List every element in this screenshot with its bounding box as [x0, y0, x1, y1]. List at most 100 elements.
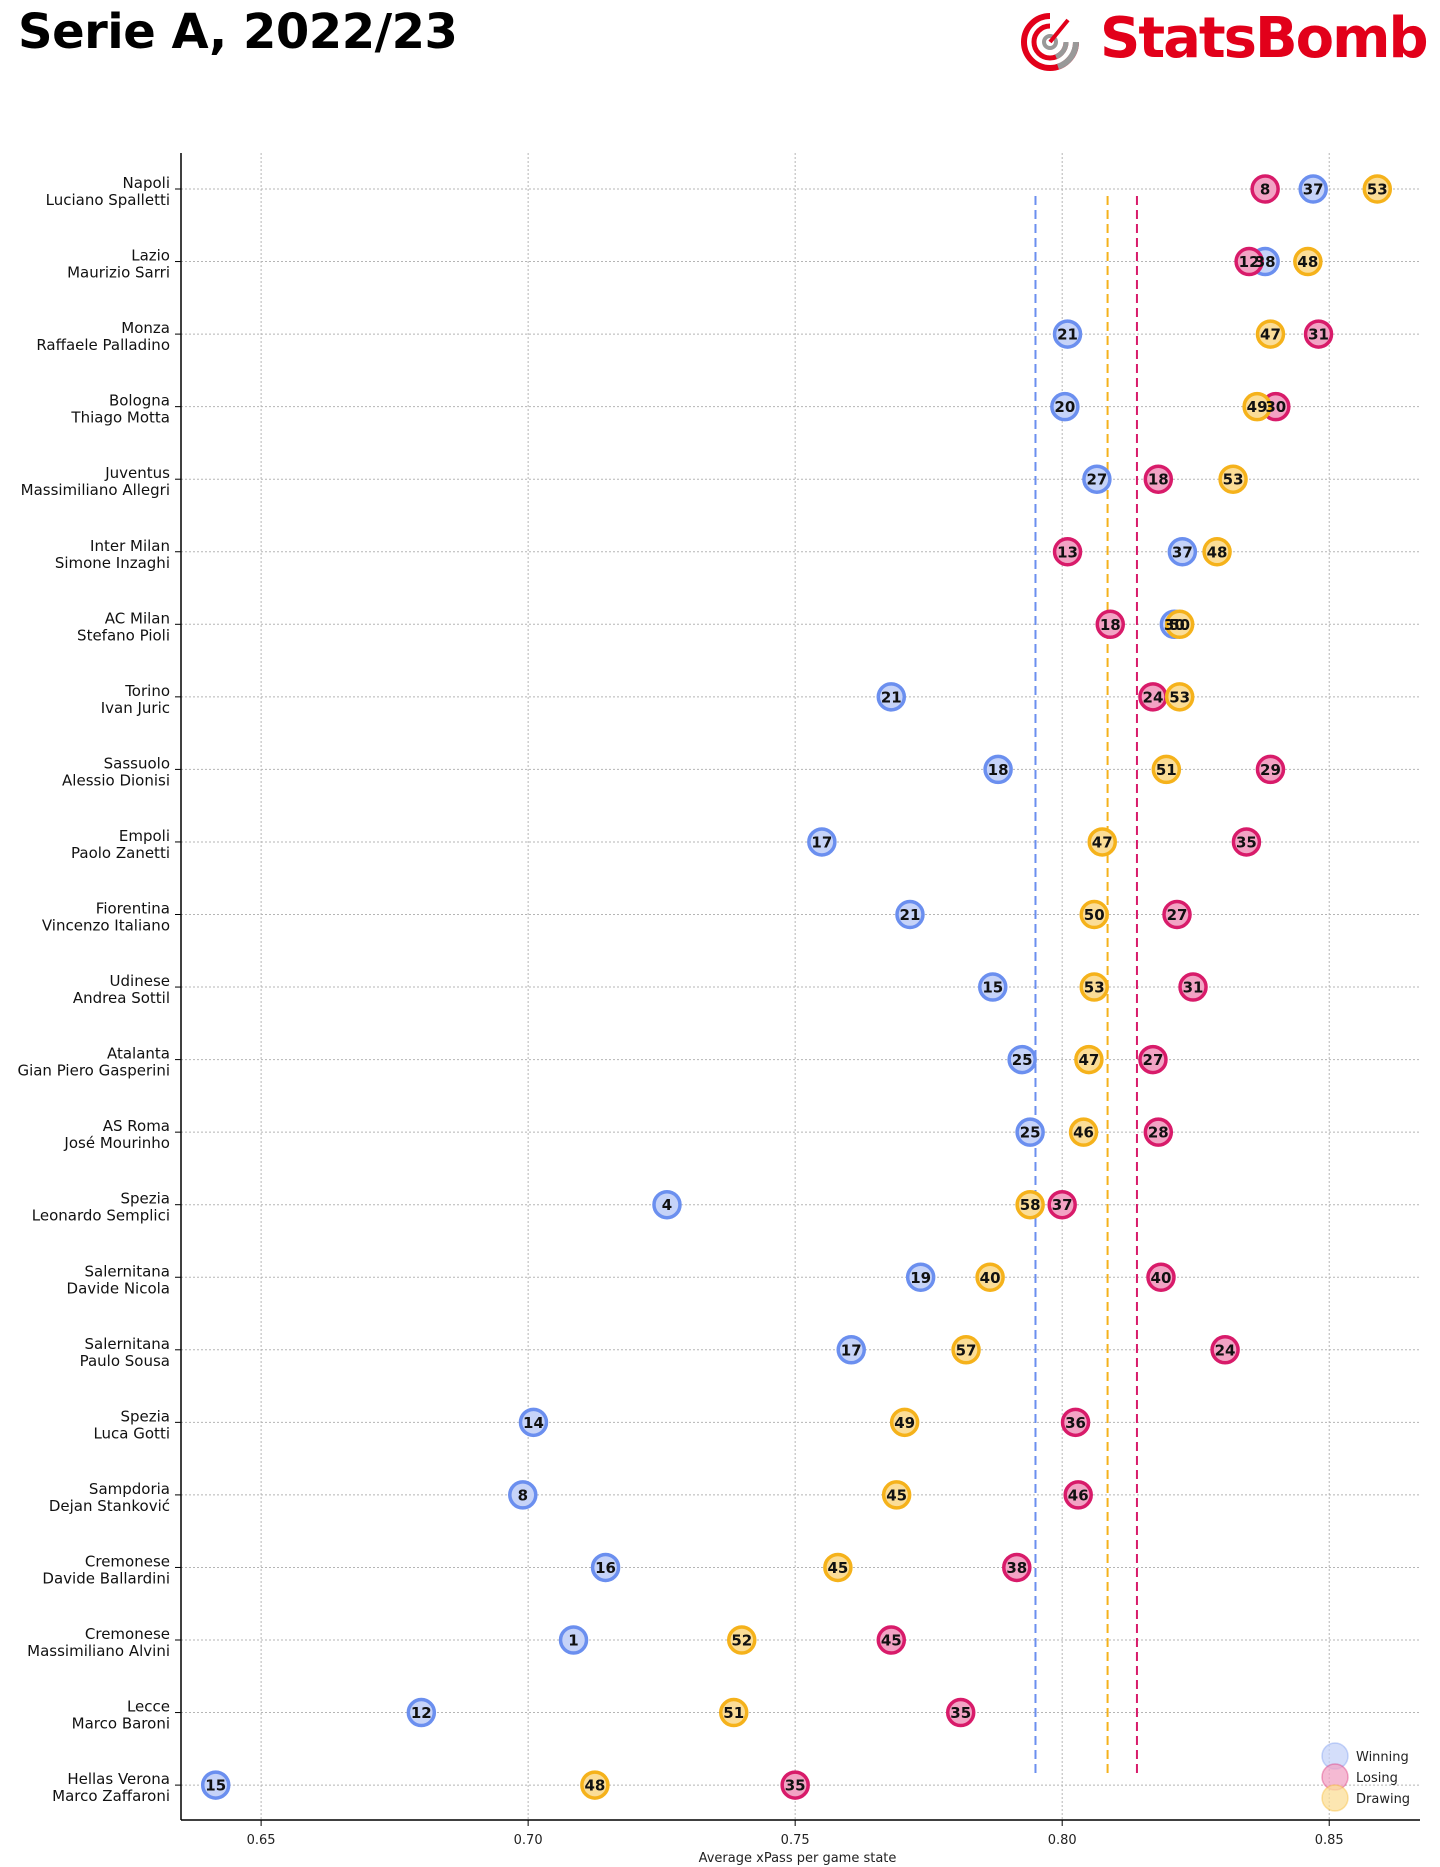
point-winning [1007, 1044, 1037, 1075]
point-label-drawing: 58 [1020, 1196, 1041, 1214]
team-label: Torino [124, 682, 170, 700]
point-label-losing: 35 [785, 1777, 806, 1795]
point-label-losing: 28 [1148, 1124, 1169, 1142]
team-label: Lecce [127, 1698, 170, 1716]
point-label-drawing: 47 [1078, 1051, 1099, 1069]
point-losing [1255, 754, 1286, 785]
point-label-losing: 35 [1236, 833, 1257, 851]
point-losing [1231, 827, 1262, 857]
point-losing [1047, 1189, 1077, 1220]
manager-label: Massimiliano Alvini [27, 1642, 170, 1660]
point-drawing [1079, 972, 1109, 1002]
point-winning [807, 827, 837, 857]
point-label-drawing: 51 [1156, 761, 1177, 779]
point-drawing [951, 1335, 981, 1365]
point-label-losing: 27 [1143, 1051, 1164, 1069]
team-label: Lazio [131, 247, 170, 265]
manager-label: Davide Nicola [67, 1279, 170, 1297]
legend-label-drawing: Drawing [1356, 1792, 1410, 1807]
point-losing [1234, 246, 1264, 277]
team-label: Cremonese [85, 1625, 170, 1643]
point-drawing [1164, 609, 1195, 640]
x-tick-label: 0.75 [781, 1833, 810, 1848]
point-label-winning: 17 [811, 833, 832, 851]
x-tick-label: 0.65 [247, 1833, 276, 1848]
point-losing [876, 1625, 907, 1655]
point-winning [1052, 319, 1083, 349]
point-winning [590, 1552, 621, 1583]
legend-label-losing: Losing [1356, 1771, 1398, 1786]
point-drawing [1242, 391, 1272, 422]
point-label-drawing: 50 [1169, 616, 1190, 634]
team-label: Udinese [110, 972, 170, 990]
point-label-winning: 4 [662, 1196, 672, 1214]
point-label-losing: 18 [1148, 471, 1169, 489]
point-label-losing: 46 [1068, 1486, 1089, 1504]
point-label-winning: 17 [841, 1341, 862, 1359]
manager-label: Davide Ballardini [42, 1569, 170, 1587]
point-label-losing: 45 [881, 1632, 902, 1650]
team-label: Salernitana [85, 1335, 170, 1353]
team-label: Sampdoria [89, 1480, 170, 1498]
point-winning [905, 1262, 936, 1292]
manager-label: Ivan Juric [101, 699, 170, 717]
point-label-drawing: 51 [723, 1704, 744, 1722]
point-label-drawing: 48 [1207, 543, 1228, 561]
team-label: Atalanta [107, 1045, 170, 1063]
point-label-drawing: 50 [1084, 906, 1105, 924]
point-label-drawing: 52 [731, 1632, 752, 1650]
manager-label: Dejan Stanković [49, 1497, 170, 1515]
team-label: AC Milan [105, 609, 170, 627]
point-label-drawing: 45 [886, 1486, 907, 1504]
point-label-winning: 21 [881, 688, 902, 706]
point-label-winning: 15 [982, 979, 1003, 997]
point-label-drawing: 49 [894, 1414, 915, 1432]
point-losing [1178, 972, 1208, 1002]
point-label-winning: 12 [411, 1704, 432, 1722]
point-winning [836, 1335, 866, 1365]
point-drawing [718, 1697, 749, 1728]
point-label-losing: 27 [1167, 906, 1188, 924]
point-label-winning: 27 [1086, 471, 1107, 489]
point-label-losing: 40 [1151, 1269, 1172, 1287]
team-label: AS Roma [103, 1117, 170, 1135]
x-tick-label: 0.85 [1315, 1833, 1344, 1848]
team-label: Cremonese [85, 1552, 170, 1570]
point-label-drawing: 48 [584, 1777, 605, 1795]
statsbomb-target-icon [1021, 13, 1079, 71]
point-drawing [1074, 1044, 1104, 1075]
point-losing [1052, 537, 1083, 567]
point-winning [406, 1697, 437, 1728]
point-label-losing: 12 [1239, 253, 1260, 271]
manager-label: Vincenzo Italiano [42, 917, 170, 935]
point-label-losing: 18 [1100, 616, 1121, 634]
point-label-winning: 25 [1012, 1051, 1033, 1069]
point-winning [983, 754, 1013, 785]
manager-label: Maurizio Sarri [67, 264, 170, 282]
manager-label: Marco Zaffaroni [52, 1787, 170, 1805]
point-drawing [727, 1625, 757, 1655]
point-losing [1250, 174, 1280, 204]
point-label-winning: 14 [523, 1414, 544, 1432]
manager-label: Alessio Dionisi [62, 771, 170, 789]
point-losing [1063, 1480, 1093, 1510]
point-losing [1303, 319, 1334, 349]
point-label-drawing: 57 [956, 1341, 977, 1359]
point-winning [876, 682, 907, 712]
team-label: Napoli [123, 174, 170, 192]
point-label-losing: 29 [1260, 761, 1281, 779]
manager-label: Andrea Sottil [73, 989, 170, 1007]
point-label-losing: 31 [1308, 326, 1329, 344]
point-label-drawing: 46 [1073, 1124, 1094, 1142]
point-drawing [1151, 754, 1182, 785]
point-label-drawing: 49 [1247, 398, 1268, 416]
legend-label-winning: Winning [1356, 1750, 1409, 1765]
point-drawing [1202, 537, 1232, 567]
point-label-winning: 25 [1020, 1124, 1041, 1142]
point-label-drawing: 53 [1223, 471, 1244, 489]
team-label: Spezia [120, 1407, 170, 1425]
team-label: Hellas Verona [67, 1770, 170, 1788]
manager-label: Simone Inzaghi [55, 554, 170, 572]
team-label: Empoli [119, 827, 170, 845]
